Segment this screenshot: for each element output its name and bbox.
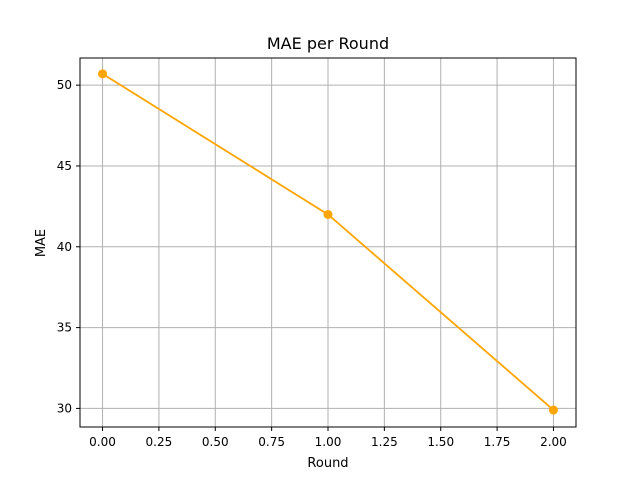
- axis-ticks: 0.00 0.25 0.50 0.75 1.00 1.25 1.50 1.75 2.00 30 35…: [57, 78, 567, 449]
- x-tick-label: 1.25: [371, 435, 398, 449]
- grid-lines: [80, 58, 576, 427]
- chart-title: MAE per Round: [267, 34, 389, 53]
- x-tick-label: 1.75: [484, 435, 511, 449]
- x-tick-label: 0.75: [258, 435, 285, 449]
- x-axis-label: Round: [307, 456, 348, 471]
- data-point: [323, 209, 333, 219]
- data-point: [98, 69, 108, 79]
- x-tick-label: 2.00: [540, 435, 567, 449]
- data-point: [548, 405, 558, 415]
- x-tick-label: 0.25: [146, 435, 173, 449]
- series-layer: [98, 69, 558, 415]
- x-tick-label: 1.50: [427, 435, 454, 449]
- y-tick-label: 35: [57, 321, 72, 335]
- y-axis-label: MAE: [34, 229, 49, 257]
- x-tick-label: 1.00: [315, 435, 342, 449]
- x-tick-label: 0.50: [202, 435, 229, 449]
- y-tick-label: 50: [57, 78, 72, 92]
- x-tick-label: 0.00: [89, 435, 116, 449]
- y-tick-label: 40: [57, 240, 72, 254]
- y-tick-label: 45: [57, 159, 72, 173]
- y-tick-label: 30: [57, 401, 72, 415]
